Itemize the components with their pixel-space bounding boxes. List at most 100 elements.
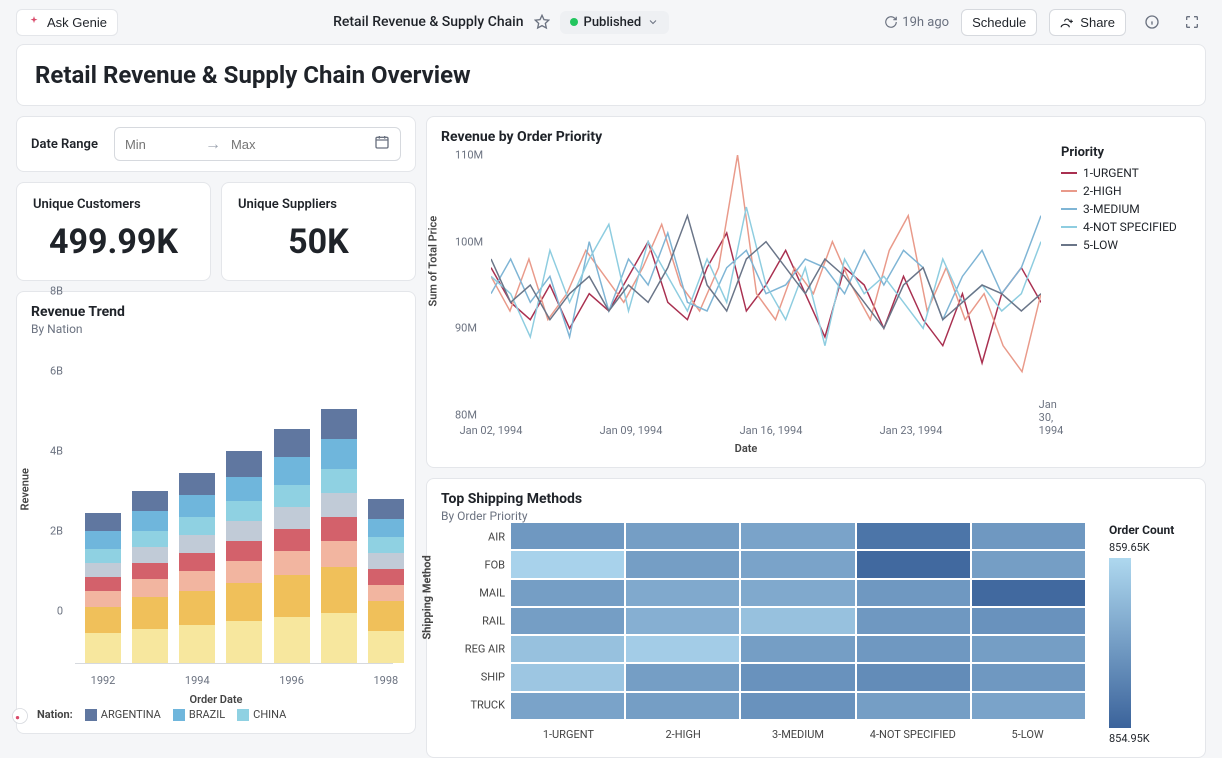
- calendar-icon[interactable]: [374, 134, 390, 154]
- revenue-trend-chart: 02B4B6B8B Revenue 1992199419961998 Order…: [31, 344, 401, 704]
- heat-cell: [741, 636, 854, 662]
- kpi-customers: Unique Customers 499.99K: [16, 182, 211, 281]
- ask-genie-label: Ask Genie: [47, 15, 107, 30]
- heat-cell: [741, 664, 854, 690]
- bar-group: [368, 499, 404, 663]
- heat-row-label: TRUCK: [441, 699, 505, 712]
- heat-row-label: MAIL: [441, 587, 505, 600]
- star-icon[interactable]: [534, 14, 550, 30]
- heat-cell: [857, 608, 970, 634]
- revenue-trend-subtitle: By Nation: [31, 322, 401, 336]
- x-tick: Jan 16, 1994: [740, 424, 803, 437]
- bar-group: [226, 451, 262, 663]
- heat-cell: [511, 664, 624, 690]
- schedule-label: Schedule: [972, 15, 1026, 30]
- page-title: Retail Revenue & Supply Chain Overview: [35, 61, 1187, 89]
- chat-bubble-icon[interactable]: [10, 706, 30, 726]
- heat-cell: [511, 523, 624, 549]
- heat-cell: [857, 580, 970, 606]
- published-label: Published: [584, 15, 642, 30]
- sparkle-icon: [27, 15, 41, 29]
- heat-cell: [511, 636, 624, 662]
- bar-group: [321, 409, 357, 663]
- x-tick: Jan 23, 1994: [880, 424, 943, 437]
- revenue-priority-xlabel: Date: [735, 442, 758, 455]
- bar-group: [274, 429, 310, 663]
- heat-cell: [511, 551, 624, 577]
- heat-cell: [626, 551, 739, 577]
- heat-cell: [626, 580, 739, 606]
- heat-cell: [741, 693, 854, 719]
- heat-col-label: 1-URGENT: [543, 728, 594, 741]
- revenue-trend-title: Revenue Trend: [31, 304, 401, 320]
- bar-group: [132, 491, 168, 663]
- expand-icon[interactable]: [1178, 8, 1206, 36]
- revenue-priority-panel: Revenue by Order Priority Sum of Total P…: [426, 116, 1206, 468]
- heat-cell: [972, 636, 1085, 662]
- x-tick: 1998: [373, 674, 398, 687]
- revenue-trend-legend: Nation:ARGENTINABRAZILCHINA: [31, 708, 401, 721]
- heat-cell: [511, 580, 624, 606]
- heat-cell: [626, 693, 739, 719]
- heat-row-label: FOB: [441, 559, 505, 572]
- heat-cell: [741, 551, 854, 577]
- x-tick: Jan 09, 1994: [600, 424, 663, 437]
- date-range-panel: Date Range →: [16, 116, 416, 172]
- revenue-trend-xlabel: Order Date: [190, 693, 243, 706]
- legend-item: 4-NOT SPECIFIED: [1061, 220, 1191, 234]
- revenue-trend-ylabel: Revenue: [19, 468, 32, 510]
- date-range-input[interactable]: →: [114, 127, 401, 161]
- legend-item: CHINA: [237, 708, 286, 721]
- kpi-suppliers-value: 50K: [238, 222, 399, 262]
- heat-cell: [972, 664, 1085, 690]
- status-dot-icon: [570, 18, 578, 26]
- heat-cell: [972, 580, 1085, 606]
- bar-group: [179, 473, 215, 663]
- share-label: Share: [1080, 15, 1115, 30]
- y-tick: 110M: [455, 149, 483, 162]
- x-tick: 1992: [91, 674, 116, 687]
- heat-col-label: 5-LOW: [1012, 728, 1044, 741]
- legend-item: ARGENTINA: [85, 708, 161, 721]
- date-min-input[interactable]: [125, 137, 195, 152]
- kpi-suppliers: Unique Suppliers 50K: [221, 182, 416, 281]
- info-icon[interactable]: [1138, 8, 1166, 36]
- arrow-right-icon: →: [205, 134, 221, 154]
- shipping-heatmap: Shipping Method AIRFOBMAILRAILREG AIRSHI…: [441, 523, 1095, 743]
- legend-item: 5-LOW: [1061, 238, 1191, 252]
- priority-legend-title: Priority: [1061, 145, 1191, 160]
- chevron-down-icon: [647, 16, 659, 28]
- legend-item: BRAZIL: [173, 708, 225, 721]
- dashboard-title-center: Retail Revenue & Supply Chain Published: [333, 11, 669, 34]
- revenue-priority-chart: Sum of Total Price Date 80M90M100M110MJa…: [441, 145, 1051, 455]
- y-tick: 8B: [50, 285, 63, 298]
- schedule-button[interactable]: Schedule: [961, 9, 1037, 36]
- heat-cell: [741, 523, 854, 549]
- heat-cell: [626, 523, 739, 549]
- heat-cell: [741, 608, 854, 634]
- date-max-input[interactable]: [231, 137, 301, 152]
- heat-cell: [857, 664, 970, 690]
- revenue-priority-ylabel: Sum of Total Price: [427, 216, 440, 307]
- share-button[interactable]: Share: [1049, 9, 1126, 36]
- legend-item: 1-URGENT: [1061, 166, 1191, 180]
- y-tick: 6B: [50, 365, 63, 378]
- x-tick: 1994: [185, 674, 210, 687]
- heat-cell: [972, 693, 1085, 719]
- heat-cell: [511, 693, 624, 719]
- x-tick: Jan 02, 1994: [460, 424, 523, 437]
- title-panel: Retail Revenue & Supply Chain Overview: [16, 44, 1206, 106]
- ask-genie-button[interactable]: Ask Genie: [16, 9, 118, 36]
- y-tick: 80M: [455, 409, 477, 422]
- published-pill[interactable]: Published: [560, 11, 670, 34]
- heat-cell: [972, 523, 1085, 549]
- refresh-ago-text: 19h ago: [902, 15, 949, 30]
- y-tick: 4B: [50, 445, 63, 458]
- date-range-label: Date Range: [31, 137, 98, 152]
- heat-cell: [972, 608, 1085, 634]
- shipping-color-scale: [1109, 558, 1131, 728]
- people-icon: [1060, 15, 1074, 29]
- shipping-legend-title: Order Count: [1109, 523, 1191, 537]
- heat-cell: [857, 636, 970, 662]
- refresh-status[interactable]: 19h ago: [884, 15, 949, 30]
